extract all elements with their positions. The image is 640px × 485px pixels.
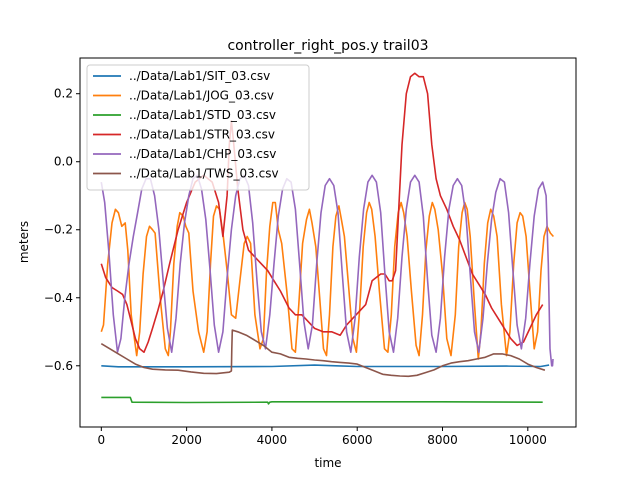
x-tick-label: 10000 — [509, 433, 547, 447]
x-tick-label: 0 — [98, 433, 106, 447]
y-tick-label: −0.4 — [44, 291, 73, 305]
y-axis-label: meters — [17, 221, 31, 263]
series-line-4 — [100, 174, 554, 367]
y-tick-label: 0.0 — [54, 155, 73, 169]
series-line-2 — [101, 396, 543, 405]
legend-entry: ../Data/Lab1/STD_03.csv — [129, 108, 276, 122]
legend-box — [86, 64, 310, 191]
legend-entry: ../Data/Lab1/JOG_03.csv — [129, 89, 274, 103]
x-tick-label: 8000 — [427, 433, 458, 447]
series-line-0 — [101, 364, 550, 368]
x-tick-label: 2000 — [171, 433, 202, 447]
legend-entry: ../Data/Lab1/TWS_03.csv — [129, 167, 279, 181]
legend-entry: ../Data/Lab1/SIT_03.csv — [129, 69, 270, 83]
series-line-5 — [100, 329, 546, 378]
y-tick-label: 0.2 — [54, 87, 73, 101]
legend-entry: ../Data/Lab1/STR_03.csv — [129, 128, 275, 142]
x-axis-label: time — [314, 456, 341, 470]
x-tick-label: 4000 — [257, 433, 288, 447]
plot-frame — [79, 57, 577, 428]
chart-title: controller_right_pos.y trail03 — [227, 38, 428, 54]
legend-entry: ../Data/Lab1/CHP_03.csv — [129, 147, 276, 161]
y-tick-label: −0.6 — [44, 359, 73, 373]
x-tick-label: 6000 — [342, 433, 373, 447]
y-tick-label: −0.2 — [44, 223, 73, 237]
axis-ticks: 0 2000 4000 6000 8000 10000 −0.6 −0.4 −0.2 0.0 0.2 — [44, 87, 547, 447]
legend: ../Data/Lab1/SIT_03.csv ../Data/Lab1/JOG_… — [86, 64, 310, 191]
